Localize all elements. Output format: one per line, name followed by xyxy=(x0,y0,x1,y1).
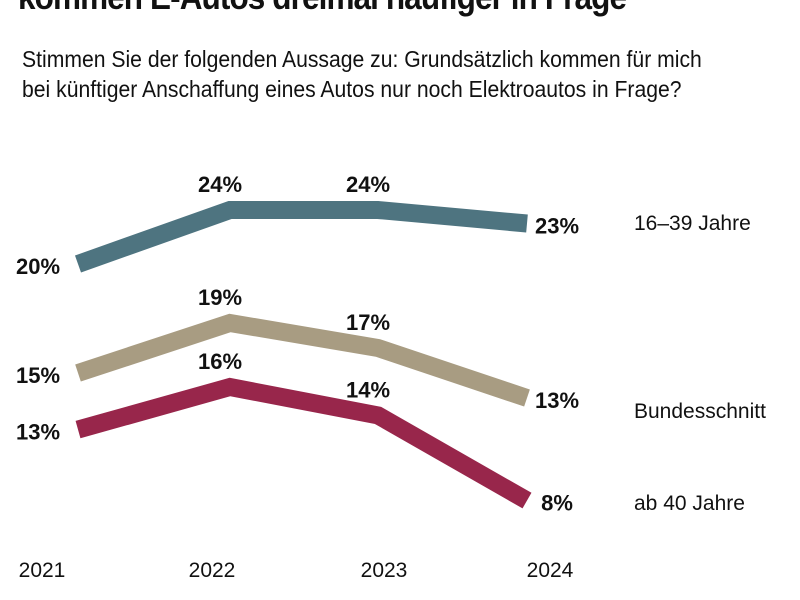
series-line-1 xyxy=(75,313,530,407)
series-line-2 xyxy=(75,377,532,509)
data-label: 15% xyxy=(16,363,60,388)
data-label: 14% xyxy=(346,377,390,402)
series-label: ab 40 Jahre xyxy=(634,492,745,515)
x-tick-label: 2021 xyxy=(19,559,66,582)
data-label: 24% xyxy=(198,172,242,197)
data-label: 13% xyxy=(535,388,579,413)
subtitle-line-1: Stimmen Sie der folgenden Aussage zu: Gr… xyxy=(22,46,702,72)
series-label: Bundesschnitt xyxy=(634,400,766,423)
data-label: 20% xyxy=(16,254,60,279)
x-tick-label: 2023 xyxy=(361,559,408,582)
series-line-0 xyxy=(74,201,528,273)
data-label: 23% xyxy=(535,214,579,239)
x-tick-label: 2024 xyxy=(527,559,574,582)
data-label: 13% xyxy=(16,420,60,445)
x-tick-label: 2022 xyxy=(189,559,236,582)
series-label: 16–39 Jahre xyxy=(634,212,751,235)
chart-title: kommen E-Autos dreimal häufiger in Frage xyxy=(18,0,627,18)
data-label: 16% xyxy=(198,349,242,374)
data-label: 19% xyxy=(198,285,242,310)
chart-subtitle: Stimmen Sie der folgenden Aussage zu: Gr… xyxy=(22,44,776,104)
data-label: 24% xyxy=(346,172,390,197)
data-label: 8% xyxy=(541,491,573,516)
subtitle-line-2: bei künftiger Anschaffung eines Autos nu… xyxy=(22,76,682,102)
data-label: 17% xyxy=(346,310,390,335)
